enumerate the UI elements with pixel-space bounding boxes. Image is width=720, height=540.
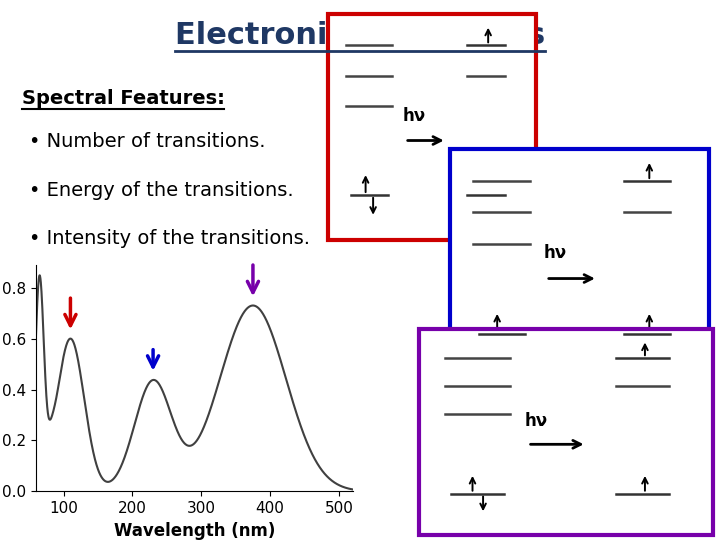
Text: hν: hν (402, 106, 426, 125)
Text: Electronic Transitions: Electronic Transitions (175, 21, 545, 50)
FancyBboxPatch shape (450, 148, 709, 381)
Text: hν: hν (544, 244, 567, 262)
X-axis label: Wavelength (nm): Wavelength (nm) (114, 522, 275, 539)
Text: • Intensity of the transitions.: • Intensity of the transitions. (29, 230, 310, 248)
Text: Spectral Features:: Spectral Features: (22, 89, 225, 108)
Text: hν: hν (525, 412, 548, 430)
FancyBboxPatch shape (419, 329, 713, 535)
FancyBboxPatch shape (328, 14, 536, 240)
Text: • Number of transitions.: • Number of transitions. (29, 132, 265, 151)
Text: • Energy of the transitions.: • Energy of the transitions. (29, 181, 294, 200)
